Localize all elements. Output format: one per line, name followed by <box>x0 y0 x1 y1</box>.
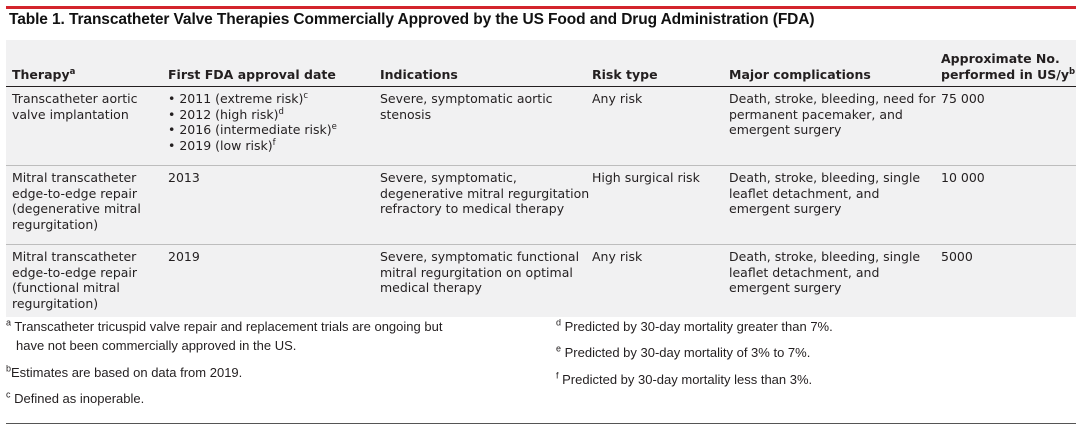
cell-indications: Severe, symptomatic functional mitral re… <box>380 249 580 295</box>
table-title: Table 1. Transcatheter Valve Therapies C… <box>9 11 815 28</box>
cell-volume: 75 000 <box>941 91 985 106</box>
header-indications: Indications <box>380 66 458 82</box>
approval-item: • 2012 (high risk)d <box>168 106 284 122</box>
footnote-e: e Predicted by 30-day mortality of 3% to… <box>556 343 811 360</box>
bottom-rule <box>6 423 1076 424</box>
therapies-table: Therapya First FDA approval date Indicat… <box>6 40 1076 323</box>
cell-risk: High surgical risk <box>592 170 700 185</box>
header-approval-date: First FDA approval date <box>168 66 336 82</box>
approval-list: • 2011 (extreme risk)c • 2012 (high risk… <box>168 91 380 153</box>
cell-risk: Any risk <box>592 91 643 106</box>
header-risk-type: Risk type <box>592 66 658 82</box>
table-row: Mitral transcatheter edge-to-edge repair… <box>6 245 1076 324</box>
footnote-c: c Defined as inoperable. <box>6 389 145 406</box>
approval-item: • 2019 (low risk)f <box>168 137 276 153</box>
footnote-f: f Predicted by 30-day mortality less tha… <box>556 370 813 387</box>
table-row: Transcatheter aortic valve implantation … <box>6 87 1076 166</box>
cell-approval: • 2011 (extreme risk)c • 2012 (high risk… <box>168 87 380 166</box>
cell-approval: 2013 <box>168 170 200 185</box>
title-accent-rule <box>6 6 1076 9</box>
cell-volume: 10 000 <box>941 170 985 185</box>
cell-complications: Death, stroke, bleeding, single leaflet … <box>729 170 921 216</box>
table-row: Mitral transcatheter edge-to-edge repair… <box>6 166 1076 245</box>
header-therapy: Therapya <box>12 66 76 82</box>
cell-indications: Severe, symptomatic aortic stenosis <box>380 91 553 122</box>
cell-indications: Severe, symptomatic, degenerative mitral… <box>380 170 590 216</box>
header-row: Therapya First FDA approval date Indicat… <box>6 40 1076 87</box>
cell-therapy: Mitral transcatheter edge-to-edge repair… <box>12 170 141 232</box>
cell-complications: Death, stroke, bleeding, single leaflet … <box>729 249 921 295</box>
approval-item: • 2016 (intermediate risk)e <box>168 121 337 137</box>
data-table-container: Therapya First FDA approval date Indicat… <box>6 40 1076 317</box>
cell-complications: Death, stroke, bleeding, need for perman… <box>729 91 936 137</box>
cell-risk: Any risk <box>592 249 643 264</box>
footnote-a: a Transcatheter tricuspid valve repair a… <box>6 317 443 334</box>
cell-therapy: Mitral transcatheter edge-to-edge repair… <box>12 249 138 311</box>
footnote-d: d Predicted by 30-day mortality greater … <box>556 317 833 334</box>
footnote-a-continued: have not been commercially approved in t… <box>16 338 297 353</box>
header-volume: Approximate No. performed in US/yb <box>941 51 1076 82</box>
cell-therapy: Transcatheter aortic valve implantation <box>12 91 138 122</box>
cell-volume: 5000 <box>941 249 973 264</box>
header-complications: Major complications <box>729 66 871 82</box>
cell-approval: 2019 <box>168 249 200 264</box>
footnote-b: bEstimates are based on data from 2019. <box>6 363 243 380</box>
approval-item: • 2011 (extreme risk)c <box>168 90 309 106</box>
